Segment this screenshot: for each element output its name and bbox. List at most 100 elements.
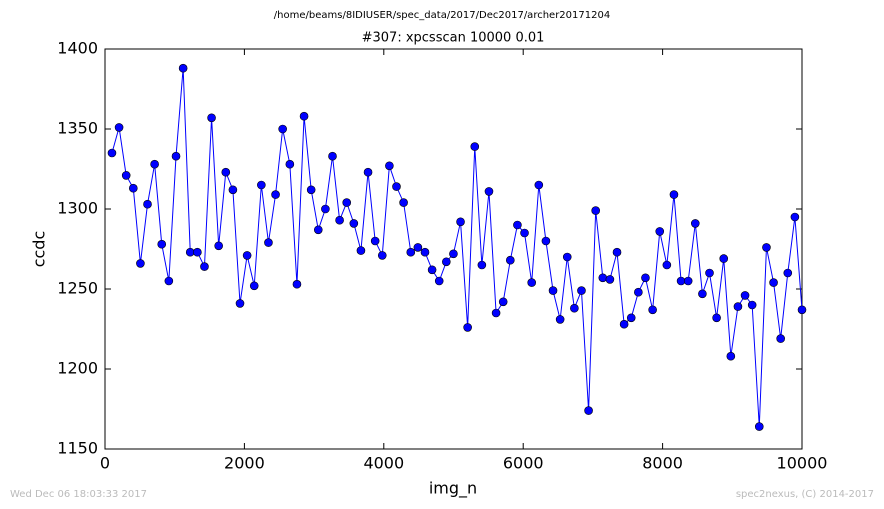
data-point <box>114 123 124 132</box>
data-point <box>719 254 729 263</box>
data-point <box>427 265 437 275</box>
data-point <box>598 273 608 283</box>
data-point <box>733 302 743 311</box>
footer-left: Wed Dec 06 18:03:33 2017 <box>10 489 147 500</box>
data-point <box>520 228 529 238</box>
data-point <box>264 238 273 247</box>
data-point <box>754 422 764 431</box>
data-point <box>321 204 330 214</box>
data-point <box>513 220 522 230</box>
x-tick-label: 2000 <box>224 454 265 473</box>
data-point <box>541 236 551 246</box>
data-point <box>698 289 707 299</box>
data-point <box>193 247 202 257</box>
data-point <box>570 303 579 313</box>
y-tick-label: 1350 <box>57 119 98 138</box>
data-point <box>463 323 472 332</box>
data-point <box>705 268 714 278</box>
data-point <box>349 219 359 228</box>
data-point <box>249 281 259 291</box>
data-point <box>662 260 672 270</box>
data-point <box>278 124 287 134</box>
data-point <box>242 251 252 260</box>
data-point <box>370 236 380 246</box>
data-point <box>292 279 302 289</box>
data-point <box>214 241 223 251</box>
plot-frame <box>104 48 803 450</box>
data-point <box>655 227 665 236</box>
data-point <box>669 190 679 199</box>
data-point <box>562 252 572 262</box>
data-point <box>634 287 643 297</box>
data-point <box>776 334 785 343</box>
y-tick-label: 1400 <box>57 39 98 58</box>
data-point <box>285 159 295 169</box>
x-tick-label: 0 <box>100 454 110 473</box>
data-point <box>342 198 352 207</box>
data-point <box>769 278 778 287</box>
y-tick-label: 1150 <box>57 439 98 458</box>
data-point <box>456 217 465 227</box>
data-point <box>157 239 167 249</box>
x-tick-label: 6000 <box>503 454 544 473</box>
data-point <box>136 259 145 268</box>
x-tick-label: 10000 <box>777 454 828 473</box>
data-point <box>228 185 238 195</box>
data-point <box>555 315 565 324</box>
data-point <box>683 276 693 286</box>
data-point <box>797 305 807 315</box>
data-point <box>406 247 416 257</box>
data-point <box>235 299 245 308</box>
data-point <box>470 142 480 151</box>
data-point <box>121 171 131 180</box>
data-point <box>648 305 657 315</box>
x-tick-label: 8000 <box>642 454 683 473</box>
data-point <box>143 199 152 209</box>
data-point <box>377 251 387 260</box>
data-point <box>385 161 394 171</box>
data-point <box>762 243 771 252</box>
data-point <box>747 300 757 310</box>
data-point <box>790 212 800 222</box>
data-point <box>534 180 544 190</box>
data-point <box>491 308 501 318</box>
data-point <box>128 183 138 193</box>
data-point <box>449 249 458 259</box>
suptitle: /home/beams/8IDIUSER/spec_data/2017/Dec2… <box>274 10 610 21</box>
data-point <box>484 187 494 196</box>
data-point <box>150 159 159 169</box>
data-point <box>171 151 181 161</box>
data-point <box>178 63 188 73</box>
data-point <box>299 111 309 121</box>
data-point <box>726 351 736 361</box>
data-point <box>527 278 537 287</box>
data-point <box>577 286 586 295</box>
data-point <box>392 182 401 191</box>
data-point <box>306 185 316 195</box>
data-point <box>584 406 593 415</box>
data-point <box>207 113 216 123</box>
data-point <box>619 319 629 329</box>
x-tick-label: 4000 <box>363 454 404 473</box>
data-point <box>399 198 408 207</box>
data-point <box>676 276 686 286</box>
data-point <box>221 167 231 177</box>
data-point <box>740 291 750 300</box>
data-point <box>548 286 558 295</box>
data-point <box>420 247 430 257</box>
y-tick-label: 1300 <box>57 199 98 218</box>
data-point <box>271 190 280 199</box>
data-point <box>200 262 209 271</box>
data-point <box>335 215 344 225</box>
data-point <box>164 276 174 286</box>
data-point <box>626 313 636 323</box>
data-point <box>434 276 444 286</box>
data-point <box>356 246 366 255</box>
data-point <box>313 225 323 235</box>
data-point <box>257 180 266 190</box>
data-point <box>107 148 117 158</box>
data-point <box>442 257 451 267</box>
chart-title: #307: xpcsscan 10000 0.01 <box>362 31 545 46</box>
data-point <box>641 273 650 283</box>
